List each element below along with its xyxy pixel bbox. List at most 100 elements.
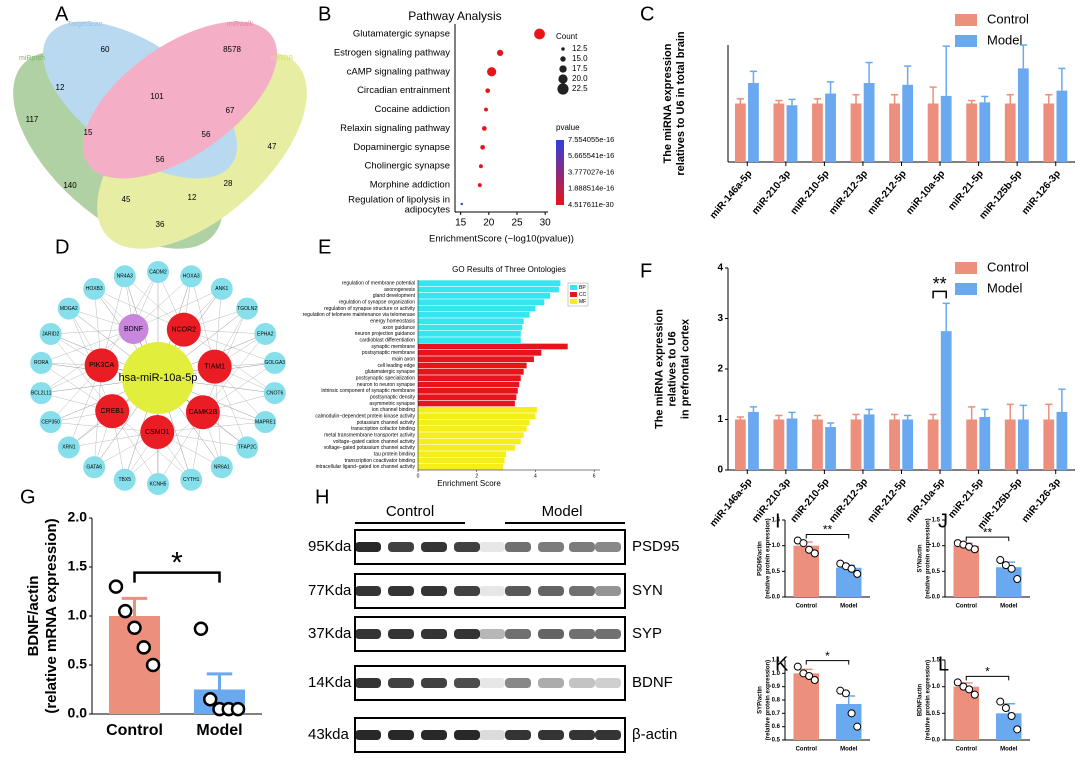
y-tick-label: 0.5 [772,738,781,744]
band [595,730,621,740]
legend-label: 22.5 [572,84,588,93]
center-node [122,342,194,414]
bar [418,280,561,287]
node-label: JARID2 [42,331,59,337]
target-node [263,382,286,405]
target-node [83,456,106,479]
x-axis-label: EnrichmentScore (−log10(pvalue)) [429,234,574,245]
significance-bracket [932,290,947,299]
legend-label: 20.0 [572,74,588,83]
target-node [254,322,277,345]
y-tick-label: glutamatergic synapse [365,369,415,375]
band [569,542,595,552]
bar [773,419,785,470]
panel-letter: I [775,510,781,532]
bar [734,103,746,162]
legend-frame [567,282,589,307]
dot [477,183,482,188]
node-label: CADM2 [149,269,167,275]
bar [825,427,836,470]
bar [418,349,542,356]
legend-swatch [955,14,977,26]
chart-title: GO Results of Three Ontologies [452,265,566,274]
y-axis-label: BDNF/actin [25,576,42,657]
band [505,678,531,688]
colorbar-label: 4.517611e-30 [568,200,614,209]
significance: * [171,547,183,580]
significance-bracket [133,571,221,583]
legend-size [561,47,565,51]
y-tick-label: cell leading edge [377,363,415,369]
bar [418,286,559,293]
significance: ** [983,525,993,539]
x-tick-label: miR-126-3p [1020,169,1063,217]
x-axis-label: Enrichment Score [437,479,501,488]
y-tick-label: cAMP signaling pathway [347,66,451,77]
band [538,730,564,740]
target-node [236,297,259,320]
data-point [127,620,142,636]
bar [812,103,823,162]
bar [418,413,536,420]
edge [50,421,158,433]
y-tick-label: 1.5 [772,518,781,524]
y-tick-label: axonogenesis [384,287,415,293]
bar [1004,419,1016,470]
band [538,542,564,552]
colorbar-label: 3.777027e-16 [568,167,614,176]
y-tick-label: 2 [717,364,723,375]
target-node [180,468,203,491]
y-tick-label: regulation of telomere maintenance via t… [303,312,416,318]
y-tick-label: 1.0 [772,671,781,677]
x-tick-label: miR-212-3p [827,477,870,525]
y-tick-label: regulation of synapse organization [339,299,415,305]
data-point [799,539,808,548]
key-node [84,348,119,383]
bar [773,103,785,162]
target-node [30,351,53,374]
y-tick-label: 0.5 [932,711,941,717]
significance-bracket [965,675,1010,681]
bar [418,368,524,375]
region-count: 140 [63,181,77,190]
bar [979,416,991,470]
x-tick-label: Control [956,747,978,753]
protein-label: SYN [632,582,663,599]
dot [478,164,483,169]
y-tick-label: transcription coactivator binding [345,458,416,464]
y-tick-label: voltage−gated cation channel activity [333,439,415,445]
y-tick-label: 1.1 [772,658,781,664]
data-point [847,564,856,573]
y-tick-label: 0.0 [772,595,781,601]
target-node [210,277,233,300]
dot [487,67,497,77]
data-point [793,662,802,671]
legend-label: 12.5 [572,44,588,53]
target-node [30,382,53,405]
y-tick-label: 0.8 [772,698,781,704]
data-point [996,697,1005,706]
band [355,730,381,740]
x-tick-label: miR-212-3p [827,169,870,217]
legend-swatch [570,299,577,304]
data-point [1013,575,1022,584]
node-label: NR4A3 [117,274,133,280]
mw-label: 95Kda [308,538,352,555]
data-point [193,621,209,636]
node-label: CYTH1 [183,477,200,483]
target-node [83,277,106,300]
x-tick-label: 30 [540,218,552,229]
significance-bracket [805,660,850,665]
significance: ** [823,523,833,537]
x-tick-label: miR-212-5p [866,477,909,525]
y-tick-label: 0.7 [772,711,781,717]
bar [1004,103,1016,162]
bar [940,95,952,162]
x-tick-label: Model [840,747,858,753]
bar [786,105,798,162]
significance-bracket [805,534,850,539]
group-label: Control [386,503,434,520]
region-count: 36 [156,220,165,229]
key-node [95,394,130,429]
legend-swatch [955,262,977,274]
